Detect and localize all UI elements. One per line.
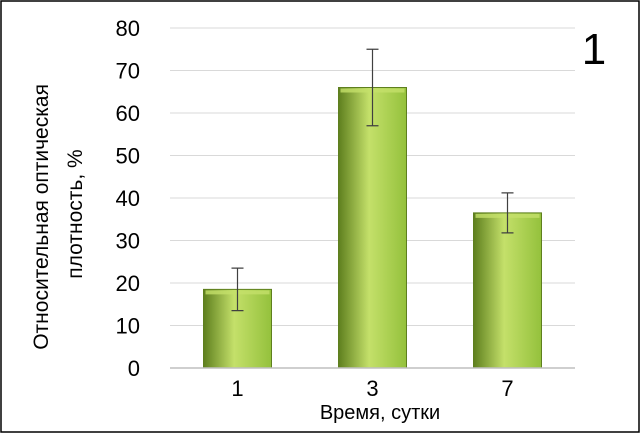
y-tick-label-0: 0 bbox=[128, 356, 140, 381]
bar-3 bbox=[338, 87, 407, 369]
panel-label: 1 bbox=[582, 25, 606, 74]
x-tick-labels: 1 3 7 bbox=[231, 376, 513, 401]
y-tick-label-80: 80 bbox=[116, 16, 140, 41]
y-axis-label-line-1: Относительная оптическая bbox=[30, 84, 53, 350]
y-tick-labels: 0 10 20 30 40 50 60 70 80 bbox=[116, 16, 140, 381]
y-tick-label-20: 20 bbox=[116, 271, 140, 296]
y-tick-label-60: 60 bbox=[116, 101, 140, 126]
error-bar-1 bbox=[231, 267, 244, 312]
error-bar-3 bbox=[366, 48, 379, 127]
y-axis-label: Относительная оптическая плотность, % bbox=[30, 78, 87, 350]
x-tick-label-3: 3 bbox=[366, 376, 378, 401]
x-tick-label-1: 1 bbox=[231, 376, 243, 401]
x-axis-label: Время, сутки bbox=[320, 402, 440, 424]
x-tick-label-7: 7 bbox=[501, 376, 513, 401]
y-tick-label-10: 10 bbox=[116, 314, 140, 339]
error-bar-7 bbox=[501, 192, 514, 234]
y-axis-label-line-2: плотность, % bbox=[64, 149, 87, 278]
error-bars bbox=[231, 48, 514, 312]
y-tick-label-30: 30 bbox=[116, 229, 140, 254]
y-tick-label-40: 40 bbox=[116, 186, 140, 211]
y-tick-label-70: 70 bbox=[116, 59, 140, 84]
bar-7 bbox=[473, 212, 542, 369]
y-tick-label-50: 50 bbox=[116, 144, 140, 169]
